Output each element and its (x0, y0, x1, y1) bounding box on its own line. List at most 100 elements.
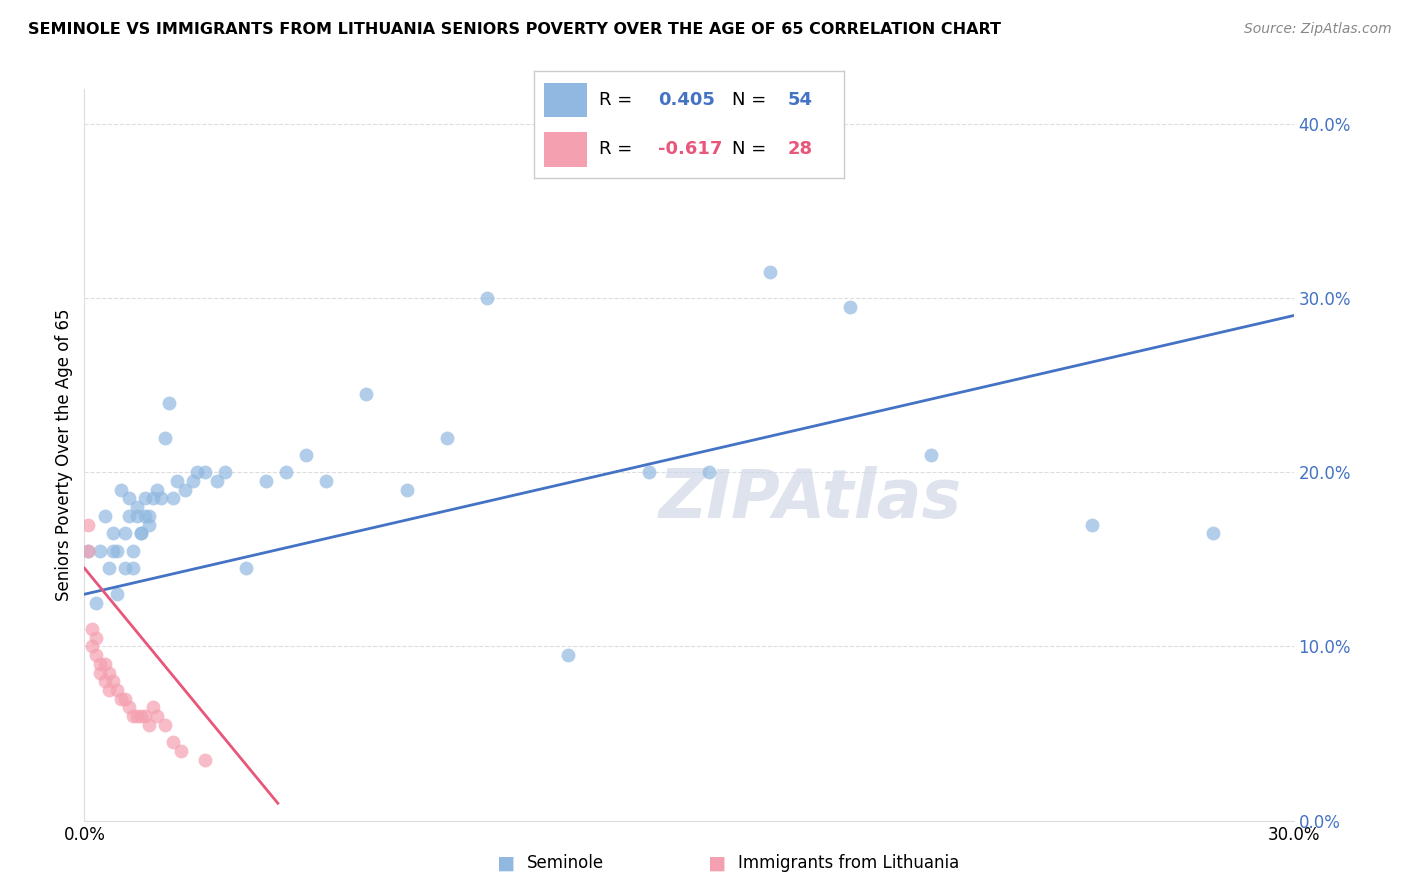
Point (162, 491, 184, 506)
Point (138, 508, 160, 523)
Point (97, 665, 120, 680)
Point (170, 744, 193, 758)
Text: ZIPAtlas: ZIPAtlas (658, 466, 962, 532)
Point (105, 587, 128, 601)
Point (758, 265, 780, 279)
Point (121, 543, 143, 558)
Point (77, 517, 100, 532)
Text: 0.405: 0.405 (658, 91, 714, 109)
Text: ◼: ◼ (496, 854, 516, 873)
Text: 28: 28 (787, 141, 813, 159)
Text: N =: N = (733, 141, 766, 159)
Text: -0.617: -0.617 (658, 141, 723, 159)
Text: R =: R = (599, 141, 633, 159)
Point (89, 665, 111, 680)
Point (125, 500, 148, 515)
Point (181, 474, 204, 488)
Point (121, 561, 143, 575)
Point (1202, 526, 1225, 541)
Point (637, 466, 659, 480)
Text: N =: N = (733, 91, 766, 109)
Point (214, 466, 236, 480)
Point (121, 709, 143, 723)
Point (134, 709, 156, 723)
Point (93, 508, 115, 523)
Point (110, 691, 132, 706)
Point (89, 657, 111, 671)
Point (194, 466, 217, 480)
Point (149, 491, 172, 506)
Point (153, 430, 176, 444)
Point (920, 448, 942, 462)
Text: SEMINOLE VS IMMIGRANTS FROM LITHUANIA SENIORS POVERTY OVER THE AGE OF 65 CORRELA: SEMINOLE VS IMMIGRANTS FROM LITHUANIA SE… (28, 22, 1001, 37)
Text: Seminole: Seminole (527, 855, 605, 872)
Point (105, 683, 128, 698)
Point (1081, 517, 1104, 532)
Point (114, 691, 136, 706)
Point (114, 526, 136, 541)
Point (477, 291, 499, 305)
Point (129, 526, 152, 541)
Point (77, 543, 100, 558)
Point (134, 508, 156, 523)
Point (138, 718, 160, 732)
Point (295, 448, 318, 462)
Point (153, 718, 176, 732)
Point (162, 735, 184, 749)
Text: Source: ZipAtlas.com: Source: ZipAtlas.com (1244, 22, 1392, 37)
Point (110, 483, 132, 497)
Point (436, 430, 458, 444)
Point (125, 508, 148, 523)
Point (274, 466, 297, 480)
Point (129, 526, 152, 541)
Text: Immigrants from Lithuania: Immigrants from Lithuania (738, 855, 959, 872)
Point (697, 466, 720, 480)
Point (138, 517, 160, 532)
Point (86, 596, 108, 610)
Text: ◼: ◼ (707, 854, 727, 873)
Point (105, 543, 128, 558)
Point (114, 561, 136, 575)
Point (86, 648, 108, 663)
Point (315, 474, 337, 488)
Y-axis label: Seniors Poverty Over the Age of 65: Seniors Poverty Over the Age of 65 (55, 309, 73, 601)
Text: R =: R = (599, 91, 633, 109)
Point (186, 466, 208, 480)
Point (166, 474, 188, 488)
Point (839, 300, 862, 314)
Point (557, 648, 579, 663)
Point (134, 491, 156, 506)
Point (254, 474, 277, 488)
FancyBboxPatch shape (544, 83, 586, 118)
Point (97, 561, 120, 575)
Point (129, 709, 152, 723)
Point (118, 700, 141, 714)
Point (77, 543, 100, 558)
Point (157, 395, 180, 409)
Point (118, 491, 141, 506)
Point (146, 709, 169, 723)
Point (101, 526, 124, 541)
Point (82, 640, 104, 654)
Text: 54: 54 (787, 91, 813, 109)
Point (82, 622, 104, 636)
Point (101, 674, 124, 689)
Point (86, 631, 108, 645)
Point (146, 483, 169, 497)
Point (93, 657, 115, 671)
Point (194, 753, 217, 767)
Point (89, 543, 111, 558)
Point (356, 387, 378, 401)
Point (97, 683, 120, 698)
Point (174, 483, 197, 497)
Point (118, 508, 141, 523)
Point (395, 483, 418, 497)
Point (93, 674, 115, 689)
FancyBboxPatch shape (544, 132, 586, 167)
Point (235, 561, 257, 575)
Point (142, 700, 165, 714)
Point (142, 491, 165, 506)
Point (101, 543, 124, 558)
Point (125, 709, 148, 723)
Point (207, 474, 229, 488)
